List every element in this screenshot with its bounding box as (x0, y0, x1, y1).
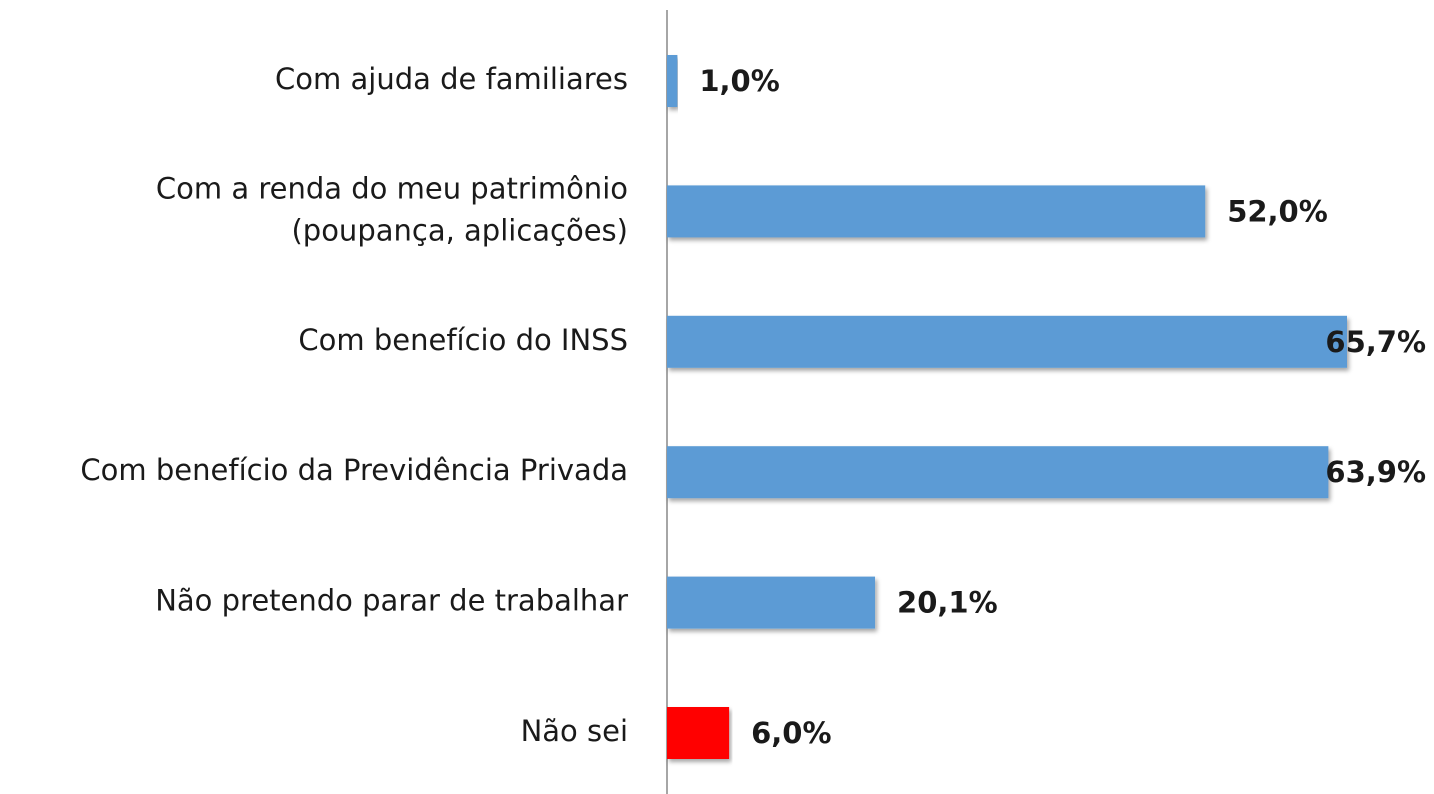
category-label: Não pretendo parar de trabalhar (155, 584, 628, 618)
category-label: Com benefício do INSS (298, 323, 628, 357)
bar (667, 315, 1347, 368)
value-label: 6,0% (751, 716, 831, 750)
value-label: 1,0% (699, 64, 779, 98)
bar (667, 576, 876, 629)
value-label: 63,9% (1325, 455, 1426, 489)
category-label: Não sei (521, 714, 628, 748)
category-label: Com a renda do meu patrimônio (poupança, … (156, 171, 628, 247)
value-label: 52,0% (1227, 194, 1328, 228)
category-label: Com ajuda de familiares (275, 62, 628, 96)
category-label: Com benefício da Previdência Privada (80, 453, 628, 487)
value-label: 65,7% (1325, 325, 1426, 359)
bar (667, 185, 1206, 238)
value-label: 20,1% (897, 586, 998, 620)
bar (667, 707, 730, 759)
bar (667, 55, 678, 107)
bar (667, 446, 1329, 499)
